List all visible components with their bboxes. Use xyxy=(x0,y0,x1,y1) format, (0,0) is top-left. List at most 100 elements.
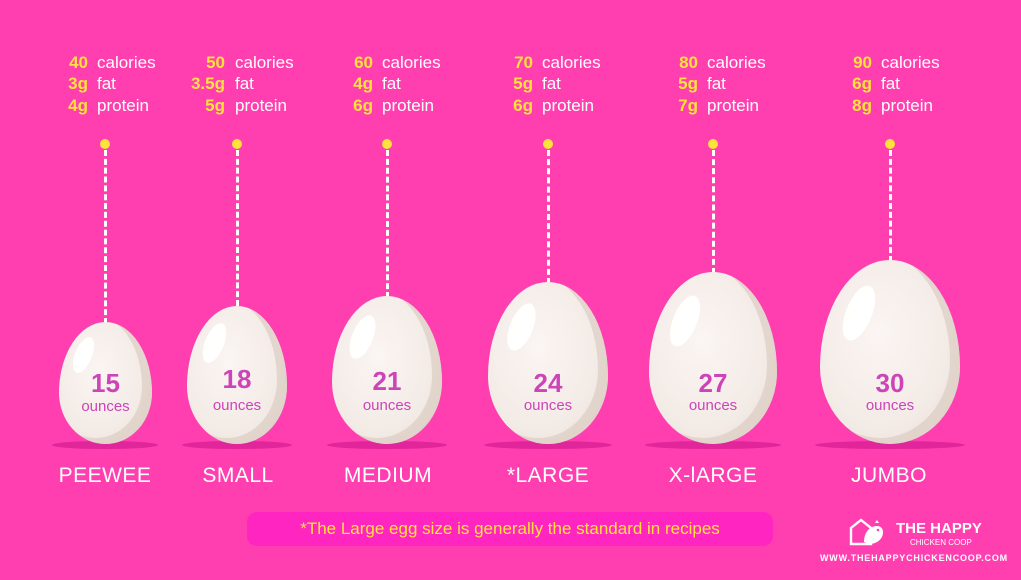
egg-shape-icon: 30 ounces xyxy=(820,260,960,444)
ounces-label: ounces xyxy=(81,398,130,415)
dashed-connector-line xyxy=(547,150,550,284)
egg-shadow xyxy=(815,441,965,449)
fat-row: 4g fat xyxy=(303,73,473,95)
calories-label: calories xyxy=(542,53,601,72)
ounces-value: 21 xyxy=(372,366,402,396)
calories-value: 50 xyxy=(206,53,225,72)
ounces-value: 27 xyxy=(698,368,728,398)
protein-value: 4g xyxy=(68,96,88,115)
fat-label: fat xyxy=(235,74,254,93)
calories-row: 60 calories xyxy=(303,52,473,74)
ounces-label: ounces xyxy=(688,397,738,414)
fat-label: fat xyxy=(97,74,116,93)
egg-shadow xyxy=(52,441,158,449)
calories-value: 90 xyxy=(853,53,872,72)
pin-dot-icon xyxy=(232,139,242,149)
egg-shadow xyxy=(327,441,447,449)
protein-value: 6g xyxy=(353,96,373,115)
ounces-value: 18 xyxy=(222,364,252,394)
footnote-banner: *The Large egg size is generally the sta… xyxy=(247,512,773,546)
fat-label: fat xyxy=(881,74,900,93)
egg-highlight xyxy=(501,299,542,355)
fat-value: 3.5g xyxy=(190,74,225,93)
egg-column-x-large: 80 calories 5g fat 7g protein 27 ounces … xyxy=(628,0,798,500)
pin-dot-icon xyxy=(382,139,392,149)
fat-value: 3g xyxy=(68,74,88,93)
pin-dot-icon xyxy=(543,139,553,149)
dashed-connector-line xyxy=(889,150,892,262)
fat-value: 4g xyxy=(353,74,373,93)
protein-label: protein xyxy=(235,96,287,115)
chicken-coop-logo-icon xyxy=(849,518,883,546)
fat-row: 3.5g fat xyxy=(153,73,323,95)
calories-value: 70 xyxy=(514,53,533,72)
egg-column-peewee: 40 calories 3g fat 4g protein 15 ounces … xyxy=(20,0,190,500)
protein-value: 5g xyxy=(205,96,225,115)
ounces-label: ounces xyxy=(362,397,412,414)
brand-subtitle: CHICKEN COOP xyxy=(910,538,972,547)
calories-row: 90 calories xyxy=(804,52,974,74)
egg-column-medium: 60 calories 4g fat 6g protein 21 ounces … xyxy=(303,0,473,500)
pin-dot-icon xyxy=(708,139,718,149)
ounces-label: ounces xyxy=(212,397,262,414)
protein-row: 6g protein xyxy=(303,95,473,117)
ounces-value: 24 xyxy=(533,368,563,398)
pin-dot-icon xyxy=(885,139,895,149)
pin-dot-icon xyxy=(100,139,110,149)
protein-label: protein xyxy=(382,96,434,115)
egg-size-label: SMALL xyxy=(202,464,274,487)
protein-label: protein xyxy=(881,96,933,115)
egg-shadow xyxy=(645,441,781,449)
calories-value: 60 xyxy=(354,53,373,72)
protein-row: 6g protein xyxy=(463,95,633,117)
fat-value: 5g xyxy=(678,74,698,93)
protein-value: 6g xyxy=(513,96,533,115)
calories-value: 40 xyxy=(69,53,88,72)
fat-label: fat xyxy=(707,74,726,93)
egg-shape-icon: 21 ounces xyxy=(332,296,442,444)
calories-row: 70 calories xyxy=(463,52,633,74)
protein-row: 5g protein xyxy=(153,95,323,117)
ounces-label: ounces xyxy=(865,397,915,414)
egg-highlight xyxy=(344,311,381,363)
dashed-connector-line xyxy=(104,150,107,324)
fat-value: 6g xyxy=(852,74,872,93)
ounces-label: ounces xyxy=(523,397,573,414)
fat-label: fat xyxy=(382,74,401,93)
dashed-connector-line xyxy=(712,150,715,274)
fat-row: 6g fat xyxy=(804,73,974,95)
brand-name: THE HAPPY xyxy=(896,520,982,537)
egg-column-small: 50 calories 3.5g fat 5g protein 18 ounce… xyxy=(153,0,323,500)
fat-label: fat xyxy=(542,74,561,93)
egg-shape-icon: 27 ounces xyxy=(649,272,777,444)
calories-label: calories xyxy=(707,53,766,72)
calories-label: calories xyxy=(881,53,940,72)
protein-label: protein xyxy=(97,96,149,115)
protein-value: 7g xyxy=(678,96,698,115)
ounces-value: 30 xyxy=(875,368,905,398)
calories-row: 40 calories xyxy=(20,52,190,74)
dashed-connector-line xyxy=(386,150,389,298)
egg-highlight xyxy=(197,319,232,367)
egg-size-label: *LARGE xyxy=(506,464,590,487)
fat-row: 5g fat xyxy=(628,73,798,95)
protein-row: 7g protein xyxy=(628,95,798,117)
calories-label: calories xyxy=(235,53,294,72)
dashed-connector-line xyxy=(236,150,239,306)
fat-value: 5g xyxy=(513,74,533,93)
fat-row: 3g fat xyxy=(20,73,190,95)
protein-row: 8g protein xyxy=(804,95,974,117)
egg-shape-icon: 24 ounces xyxy=(488,282,608,444)
ounces-value: 15 xyxy=(91,368,120,398)
egg-shadow xyxy=(484,441,612,449)
egg-highlight xyxy=(836,281,882,345)
protein-label: protein xyxy=(707,96,759,115)
egg-size-label: JUMBO xyxy=(851,464,927,487)
egg-shape-icon: 18 ounces xyxy=(187,306,287,444)
fat-row: 5g fat xyxy=(463,73,633,95)
egg-shape-icon: 15 ounces xyxy=(59,322,152,444)
egg-shadow xyxy=(182,441,292,449)
calories-label: calories xyxy=(97,53,156,72)
egg-column-large: 70 calories 5g fat 6g protein 24 ounces … xyxy=(463,0,633,500)
